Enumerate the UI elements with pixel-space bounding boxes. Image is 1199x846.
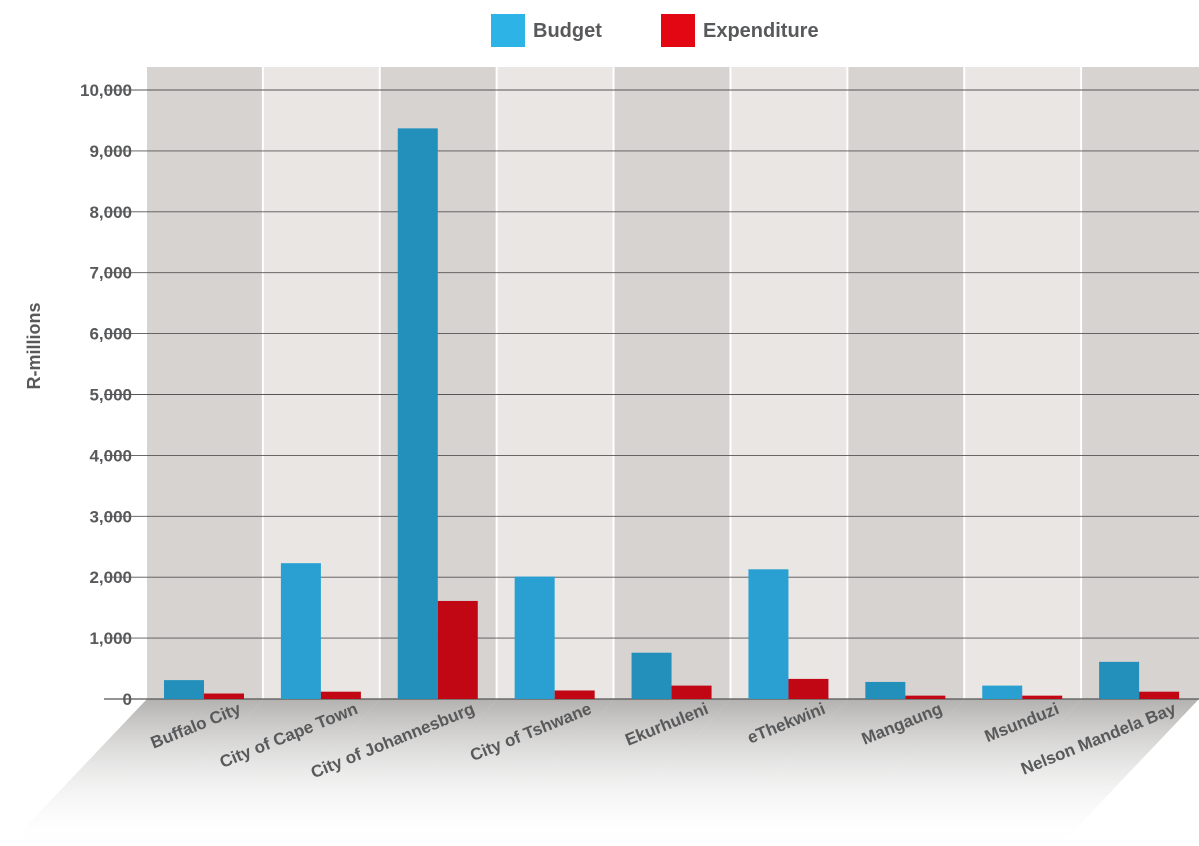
legend-swatch-budget <box>491 14 525 47</box>
legend-label-expenditure: Expenditure <box>703 20 819 42</box>
y-tick-label: 5,000 <box>89 386 132 405</box>
bar-expenditure <box>671 685 712 699</box>
bar-budget <box>280 563 321 699</box>
label-shadow <box>7 699 264 846</box>
bar-expenditure <box>1022 695 1063 699</box>
y-tick-label: 2,000 <box>89 568 132 587</box>
bar-expenditure <box>320 691 361 699</box>
legend-swatch-expenditure <box>661 14 695 47</box>
category-band <box>965 67 1081 699</box>
category-bands <box>147 67 1199 699</box>
label-shadow <box>591 699 849 846</box>
label-shadow <box>358 699 615 846</box>
bar-budget <box>1099 661 1140 699</box>
bar-expenditure <box>204 693 244 699</box>
y-tick-label: 0 <box>123 690 132 709</box>
y-axis-title: R-millions <box>24 302 44 389</box>
bar-budget <box>631 652 672 699</box>
y-axis-ticks: 0 1,000 2,000 3,000 4,000 5,000 6,000 7,000 8,00… <box>80 81 132 709</box>
bar-expenditure <box>554 690 595 699</box>
legend-label-budget: Budget <box>533 20 602 42</box>
legend: Budget Expenditure <box>491 14 819 47</box>
label-shadow <box>474 699 732 846</box>
label-shadows <box>7 699 1199 846</box>
y-tick-label: 8,000 <box>89 203 132 222</box>
y-tick-label: 4,000 <box>89 446 132 465</box>
y-tick-label: 7,000 <box>89 264 132 283</box>
y-tick-label: 10,000 <box>80 81 132 100</box>
bar-expenditure <box>437 600 478 699</box>
label-shadow <box>942 699 1199 846</box>
bar-expenditure <box>1139 691 1180 699</box>
category-band <box>614 67 730 699</box>
y-tick-label: 9,000 <box>89 142 132 161</box>
bar-budget <box>865 681 906 699</box>
y-tick-label: 3,000 <box>89 507 132 526</box>
bar-budget <box>397 128 438 699</box>
label-shadow <box>708 699 966 846</box>
label-shadow <box>241 699 498 846</box>
bar-budget <box>514 576 555 699</box>
category-band <box>147 67 262 699</box>
bar-expenditure <box>905 695 946 699</box>
bar-budget <box>748 569 789 699</box>
bar-budget <box>164 680 204 699</box>
bar-expenditure <box>788 678 829 699</box>
y-tick-label: 6,000 <box>89 325 132 344</box>
label-shadow <box>825 699 1083 846</box>
category-band <box>1082 67 1199 699</box>
label-shadow <box>124 699 381 846</box>
y-tick-label: 1,000 <box>89 629 132 648</box>
bars <box>164 128 1180 699</box>
bar-budget <box>982 685 1023 699</box>
category-band <box>848 67 964 699</box>
